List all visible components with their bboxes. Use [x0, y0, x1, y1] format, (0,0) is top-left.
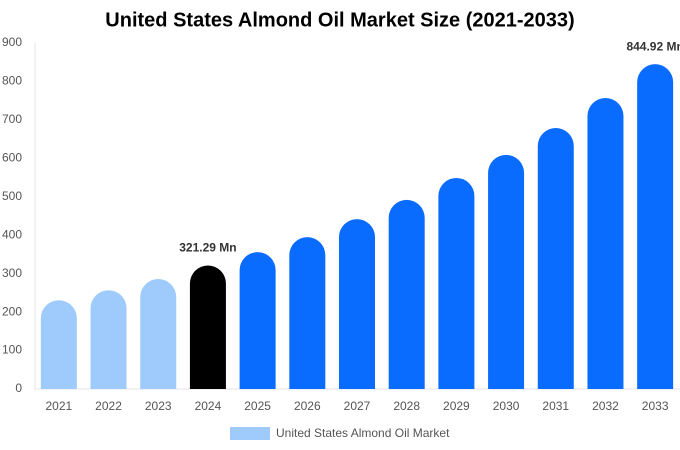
bar	[438, 177, 475, 389]
y-tick-label: 200	[2, 304, 22, 318]
y-tick-label: 600	[2, 151, 22, 165]
bar	[239, 252, 276, 389]
x-tick-label: 2032	[592, 399, 619, 413]
bar	[289, 237, 326, 389]
x-tick-label: 2025	[244, 399, 271, 413]
legend-swatch	[230, 427, 270, 440]
x-tick-label: 2023	[145, 399, 172, 413]
x-tick-label: 2028	[393, 399, 420, 413]
bar	[537, 127, 574, 390]
bar	[637, 64, 674, 389]
y-tick-label: 800	[2, 74, 22, 88]
bar	[140, 279, 177, 389]
x-tick-label: 2033	[642, 399, 669, 413]
y-tick-label: 0	[15, 381, 22, 395]
legend-label: United States Almond Oil Market	[276, 426, 450, 440]
y-tick-label: 900	[2, 35, 22, 49]
x-tick-label: 2021	[45, 399, 72, 413]
y-tick-label: 500	[2, 189, 22, 203]
value-label: 844.92 Mn	[626, 39, 680, 53]
bar	[339, 219, 375, 389]
x-tick-label: 2024	[195, 399, 222, 413]
chart-title: United States Almond Oil Market Size (20…	[105, 9, 574, 31]
bar	[488, 154, 525, 389]
x-tick-label: 2022	[95, 399, 122, 413]
x-tick-label: 2031	[542, 399, 569, 413]
bar	[40, 300, 77, 389]
bar	[189, 265, 226, 389]
value-label: 321.29 Mn	[179, 241, 236, 255]
y-tick-label: 400	[2, 227, 22, 241]
x-tick-label: 2029	[443, 399, 470, 413]
y-tick-label: 100	[2, 343, 22, 357]
y-tick-label: 700	[2, 112, 22, 126]
y-tick-label: 300	[2, 266, 22, 280]
x-tick-label: 2027	[344, 399, 371, 413]
bar	[587, 97, 624, 389]
x-tick-label: 2026	[294, 399, 321, 413]
x-tick-label: 2030	[493, 399, 520, 413]
bar	[90, 290, 127, 389]
bar	[388, 199, 425, 389]
